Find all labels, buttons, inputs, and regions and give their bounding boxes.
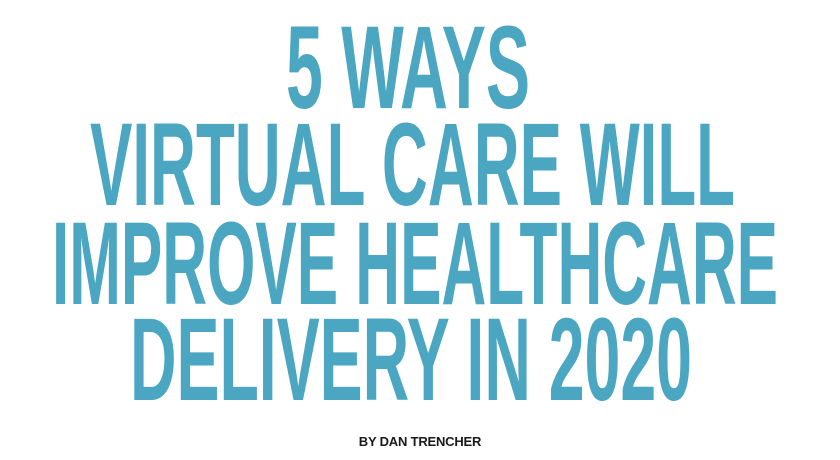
article-title: 5 WAYS VIRTUAL CARE WILL IMPROVE HEALTHC… bbox=[52, 2, 778, 426]
title-line-1: 5 WAYS bbox=[286, 2, 530, 134]
title-line-3: IMPROVE HEALTHCARE bbox=[52, 198, 778, 330]
title-line-2: VIRTUAL CARE WILL bbox=[90, 99, 735, 231]
title-line-4: DELIVERY IN 2020 bbox=[130, 294, 692, 426]
byline: BY DAN TRENCHER bbox=[358, 434, 482, 449]
